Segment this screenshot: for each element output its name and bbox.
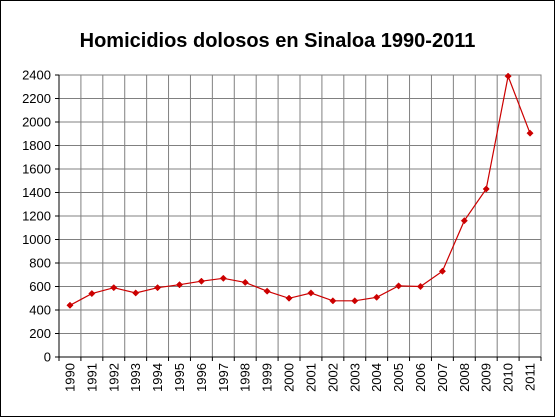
x-tick-label: 1998	[238, 363, 253, 392]
x-tick-label: 2002	[325, 363, 340, 392]
data-point-1996	[197, 277, 205, 285]
x-tick-label: 2009	[479, 363, 494, 392]
x-tick-label: 2000	[282, 363, 297, 392]
y-tick-label: 400	[29, 303, 51, 318]
x-tick-label: 2006	[413, 363, 428, 392]
data-point-1999	[263, 287, 271, 295]
y-tick-label: 1000	[22, 232, 51, 247]
data-point-2009	[482, 185, 490, 193]
y-tick-label: 0	[44, 350, 51, 365]
y-tick-label: 800	[29, 256, 51, 271]
data-point-2010	[504, 72, 512, 80]
data-point-1991	[88, 289, 96, 298]
x-tick-label: 2001	[303, 363, 318, 392]
y-tick-label: 1600	[22, 162, 51, 177]
data-point-2011	[526, 129, 534, 137]
data-point-2001	[307, 289, 315, 297]
x-tick-label: 1994	[150, 363, 165, 392]
x-tick-label: 2010	[501, 363, 516, 392]
y-tick-label: 1200	[22, 209, 51, 224]
data-point-1992	[110, 284, 118, 292]
x-tick-label: 1997	[216, 363, 231, 392]
x-axis: 1990 1991 1992 1993 1994 1995 1996 1997 1998 1999…	[58, 356, 542, 392]
x-tick-label: 2003	[347, 363, 362, 392]
x-tick-label: 2004	[369, 363, 384, 392]
x-tick-label: 1991	[84, 363, 99, 392]
x-tick-label: 1999	[260, 363, 275, 392]
data-point-1990	[66, 301, 74, 309]
y-tick-label: 1400	[22, 185, 51, 200]
data-point-1998	[241, 278, 249, 286]
data-point-2002	[329, 297, 337, 305]
x-tick-label: 1992	[106, 363, 121, 392]
data-point-2004	[373, 293, 381, 301]
data-point-2008	[460, 217, 468, 225]
series-line	[69, 74, 531, 306]
y-tick-label: 2400	[22, 68, 51, 83]
x-tick-label: 1996	[194, 363, 209, 392]
data-point-2003	[351, 297, 359, 305]
grid	[59, 74, 541, 358]
chart-title: Homicidios dolosos en Sinaloa 1990-2011	[79, 30, 476, 52]
x-tick-label: 1995	[172, 363, 187, 392]
data-point-2006	[416, 282, 425, 291]
data-point-2005	[395, 282, 403, 290]
data-point-1994	[154, 284, 162, 292]
y-tick-label: 2000	[22, 115, 51, 130]
x-tick-label: 1990	[62, 363, 77, 392]
x-tick-label: 2007	[435, 363, 450, 392]
y-tick-label: 1800	[22, 138, 51, 153]
y-tick-label: 200	[29, 326, 51, 341]
y-tick-label: 600	[29, 279, 51, 294]
data-point-2000	[285, 294, 293, 302]
x-tick-label: 2008	[457, 363, 472, 392]
x-tick-label: 2011	[523, 363, 538, 391]
data-point-1997	[219, 274, 227, 282]
series-markers	[66, 72, 534, 309]
x-tick-label: 1993	[128, 363, 143, 392]
x-tick-label: 2005	[391, 363, 406, 392]
y-tick-label: 2200	[22, 91, 51, 106]
data-point-2007	[438, 267, 446, 275]
data-point-1993	[132, 289, 140, 297]
data-point-1995	[175, 281, 184, 289]
y-axis: 0 200 400 600 800 1000 1200 1400 1600 1800 2000 220…	[22, 68, 60, 365]
